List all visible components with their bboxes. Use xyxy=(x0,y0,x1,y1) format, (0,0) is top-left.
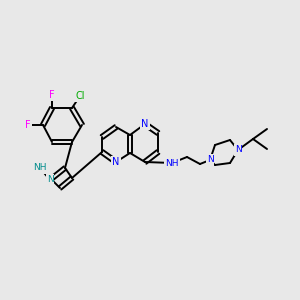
Text: N: N xyxy=(46,176,53,184)
Text: NH: NH xyxy=(165,158,179,167)
Text: F: F xyxy=(25,120,31,130)
Text: NH: NH xyxy=(33,164,47,172)
Text: N: N xyxy=(112,157,120,167)
Text: N: N xyxy=(235,146,242,154)
Text: Cl: Cl xyxy=(75,91,85,101)
Text: N: N xyxy=(141,119,149,129)
Text: N: N xyxy=(207,155,213,164)
Text: F: F xyxy=(49,90,55,100)
